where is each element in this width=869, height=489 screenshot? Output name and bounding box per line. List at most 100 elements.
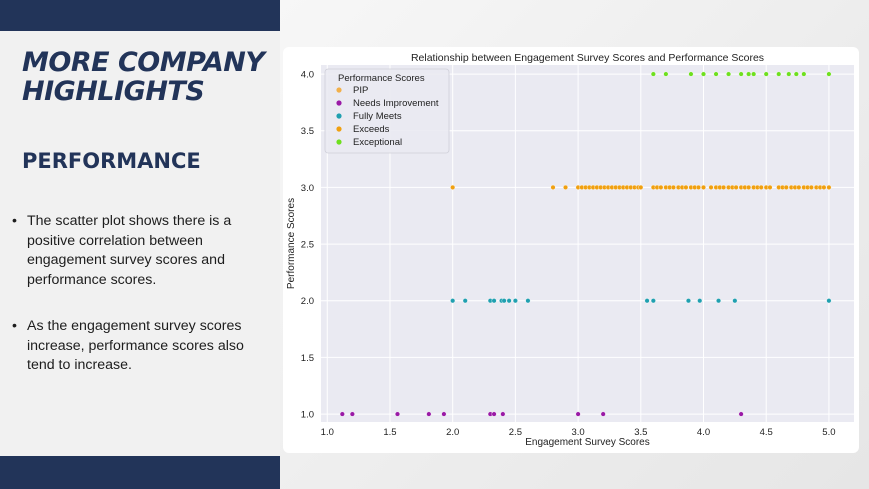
scatter-point (683, 184, 689, 190)
bullet-item: The scatter plot shows there is a positi… (10, 212, 272, 290)
scatter-point (713, 71, 719, 77)
top-accent-band (0, 0, 280, 31)
bullet-list: The scatter plot shows there is a positi… (10, 212, 272, 376)
scatter-point (758, 184, 764, 190)
legend-entry: Needs Improvement (353, 98, 439, 109)
y-tick-label: 3.5 (301, 126, 314, 137)
x-tick-label: 4.5 (760, 427, 773, 438)
legend: Performance Scores PIP Needs Improvement F… (324, 68, 450, 154)
x-tick-label: 4.0 (697, 427, 710, 438)
bullet-item: As the engagement survey scores increase… (10, 317, 272, 376)
legend-title: Performance Scores (338, 73, 425, 84)
slide-title: MORE COMPANY HIGHLIGHTS (22, 47, 265, 107)
section-subtitle: PERFORMANCE (22, 149, 201, 173)
scatter-point (441, 411, 447, 417)
legend-box (324, 68, 450, 154)
scatter-point (716, 298, 722, 304)
scatter-point (821, 184, 827, 190)
scatter-point (600, 411, 606, 417)
y-tick-label: 2.5 (301, 240, 314, 251)
scatter-point (783, 184, 789, 190)
scatter-point (826, 71, 832, 77)
scatter-point (501, 298, 507, 304)
legend-entry: Exceptional (353, 137, 402, 148)
scatter-point (395, 411, 401, 417)
scatter-point (339, 411, 345, 417)
scatter-point (786, 71, 792, 77)
scatter-chart: 1.0 1.5 2.0 2.5 3.0 3.5 4.0 4.5 5.0 1.0 1.5 2.0 2.5 3… (286, 52, 854, 448)
scatter-point (721, 184, 727, 190)
data-points (339, 71, 832, 417)
x-tick-label: 1.0 (321, 427, 334, 438)
scatter-point (733, 184, 739, 190)
scatter-point (701, 71, 707, 77)
scatter-point (796, 184, 802, 190)
scatter-point (462, 298, 468, 304)
y-tick-label: 2.0 (301, 296, 314, 307)
scatter-point (525, 298, 531, 304)
legend-marker (336, 139, 342, 145)
scatter-point (426, 411, 432, 417)
scatter-point (491, 298, 497, 304)
scatter-point (793, 71, 799, 77)
scatter-point (726, 71, 732, 77)
scatter-point (697, 298, 703, 304)
y-tick-label: 4.0 (301, 70, 314, 81)
x-tick-label: 2.5 (509, 427, 522, 438)
scatter-point (644, 298, 650, 304)
scatter-point (685, 298, 691, 304)
scatter-point (670, 184, 676, 190)
scatter-point (776, 71, 782, 77)
scatter-point (349, 411, 355, 417)
axis-ticks: 1.0 1.5 2.0 2.5 3.0 3.5 4.0 4.5 5.0 1.0 1.5 2.0 2.5 3… (301, 70, 836, 438)
scatter-point (575, 411, 581, 417)
scatter-point (763, 71, 769, 77)
scatter-point (808, 184, 814, 190)
scatter-point (500, 411, 506, 417)
scatter-point (751, 71, 757, 77)
legend-marker (336, 126, 342, 132)
x-axis-label: Engagement Survey Scores (525, 437, 650, 448)
chart-title: Relationship between Engagement Survey S… (411, 52, 764, 64)
y-tick-label: 1.0 (301, 410, 314, 421)
x-tick-label: 1.5 (383, 427, 396, 438)
legend-entry: Fully Meets (353, 111, 402, 122)
scatter-point (738, 411, 744, 417)
scatter-point (638, 184, 644, 190)
scatter-point (826, 184, 832, 190)
scatter-point (688, 71, 694, 77)
scatter-point (801, 71, 807, 77)
scatter-point (746, 184, 752, 190)
scatter-point (512, 298, 518, 304)
scatter-point (491, 411, 497, 417)
scatter-point (738, 71, 744, 77)
scatter-point (708, 184, 714, 190)
legend-entry: PIP (353, 85, 368, 96)
scatter-point (695, 184, 701, 190)
scatter-point (450, 298, 456, 304)
y-tick-label: 1.5 (301, 353, 314, 364)
x-tick-label: 5.0 (822, 427, 835, 438)
scatter-point (746, 71, 752, 77)
y-axis-label: Performance Scores (286, 198, 297, 289)
bottom-accent-band (0, 456, 280, 489)
scatter-point (732, 298, 738, 304)
y-tick-label: 3.0 (301, 183, 314, 194)
legend-entry: Exceeds (353, 124, 390, 135)
x-tick-label: 2.0 (446, 427, 459, 438)
scatter-point (506, 298, 512, 304)
scatter-point (826, 298, 832, 304)
scatter-point (450, 184, 456, 190)
chart-card: 1.0 1.5 2.0 2.5 3.0 3.5 4.0 4.5 5.0 1.0 1.5 2.0 2.5 3… (283, 47, 859, 453)
scatter-point (663, 71, 669, 77)
scatter-point (563, 184, 569, 190)
x-tick-label: 3.0 (571, 427, 584, 438)
x-tick-label: 3.5 (634, 427, 647, 438)
scatter-point (658, 184, 664, 190)
legend-marker (336, 113, 342, 119)
legend-marker (336, 100, 342, 106)
scatter-point (767, 184, 773, 190)
scatter-point (650, 298, 656, 304)
scatter-point (650, 71, 656, 77)
legend-marker (336, 87, 342, 93)
